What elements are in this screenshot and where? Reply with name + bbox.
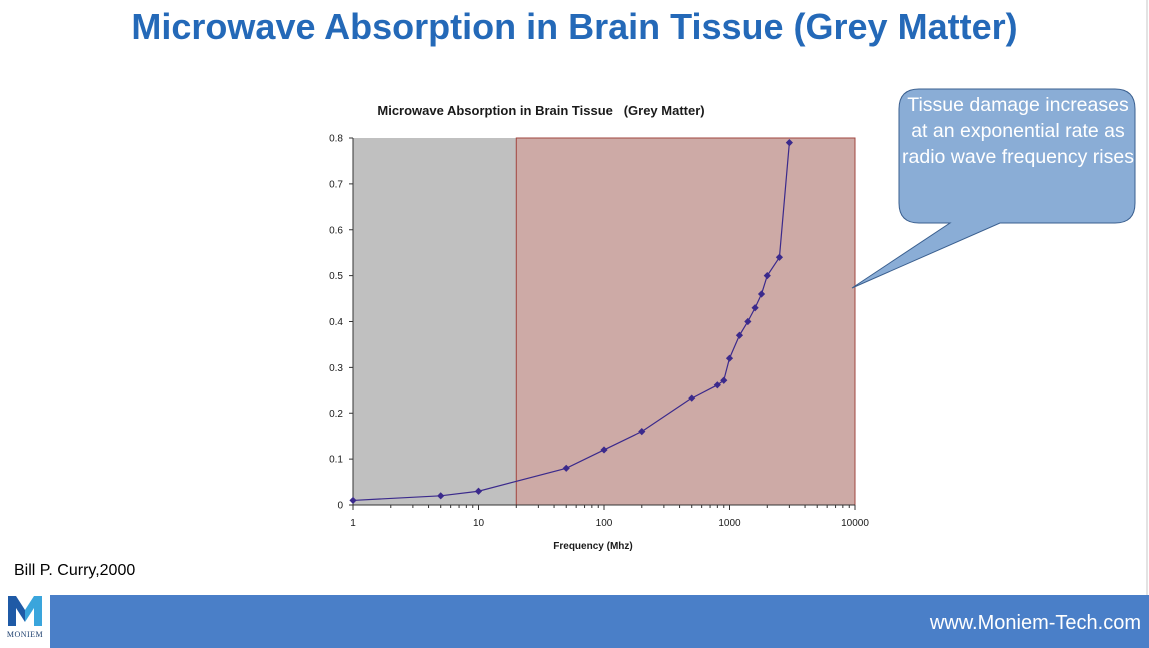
data-point	[349, 496, 357, 505]
data-point	[735, 331, 744, 339]
y-tick-label: 0.7	[329, 179, 343, 190]
data-point	[720, 376, 728, 384]
footer-bar: www.Moniem-Tech.com	[50, 595, 1149, 648]
data-point	[437, 492, 445, 500]
data-point	[725, 354, 734, 362]
data-point	[688, 394, 696, 402]
data-point	[600, 446, 608, 454]
y-tick-label: 0.5	[329, 271, 343, 282]
data-point	[757, 290, 766, 298]
x-tick-label: 10	[473, 518, 485, 529]
slide-edge	[1146, 0, 1148, 648]
x-tick-label: 100	[596, 518, 613, 529]
data-point	[751, 304, 759, 312]
website-link[interactable]: www.Moniem-Tech.com	[929, 612, 1141, 634]
logo-text: MONIEM	[6, 630, 44, 639]
data-point	[638, 428, 646, 436]
logo-mark-icon	[8, 596, 42, 626]
y-tick-label: 0.4	[329, 317, 343, 328]
chart-regions	[353, 137, 856, 506]
chart-points	[349, 138, 793, 505]
chart-title: Microwave Absorption in Brain Tissue (Gr…	[377, 103, 704, 118]
region-0	[353, 138, 517, 505]
callout-text: Tissue damage increases at an exponentia…	[902, 94, 1134, 168]
data-point	[744, 317, 752, 326]
moniem-logo: MONIEM	[2, 592, 48, 648]
data-point	[763, 272, 771, 280]
chart: 0 0.1 0.2 0.3 0.4 0.5 0.6 0.7 0.8 1 10 100 1000 10000…	[329, 88, 1136, 552]
y-tick-label: 0.6	[329, 225, 343, 236]
data-point	[474, 487, 483, 495]
data-point	[785, 138, 793, 147]
region-1	[515, 137, 856, 506]
callout-shape	[851, 88, 1136, 289]
data-point	[775, 253, 784, 261]
y-tick-label: 0	[337, 501, 343, 512]
y-tick-label: 0.3	[329, 363, 343, 374]
y-tick-label: 0.1	[329, 455, 343, 466]
citation: Bill P. Curry,2000	[14, 562, 136, 579]
chart-ticks: 0 0.1 0.2 0.3 0.4 0.5 0.6 0.7 0.8 1 10 100 1000 10000	[329, 134, 869, 530]
data-point	[713, 381, 721, 389]
x-axis-label: Frequency (Mhz)	[553, 541, 632, 552]
x-tick-label: 10000	[841, 518, 869, 529]
y-tick-label: 0.2	[329, 409, 343, 420]
slide-title: Microwave Absorption in Brain Tissue (Gr…	[131, 6, 1018, 47]
data-point	[562, 464, 570, 472]
x-tick-label: 1	[350, 518, 356, 529]
y-tick-label: 0.8	[329, 134, 343, 145]
x-tick-label: 1000	[718, 518, 741, 529]
